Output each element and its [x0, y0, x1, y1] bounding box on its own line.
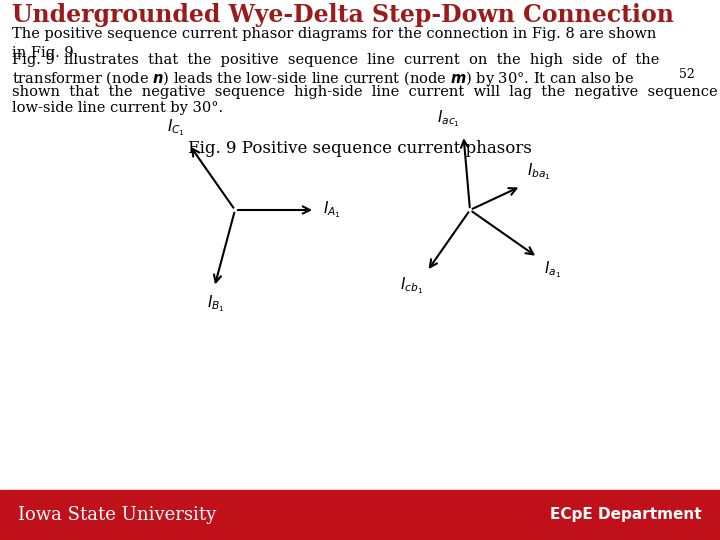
Text: Fig. 9 Positive sequence current phasors: Fig. 9 Positive sequence current phasors	[188, 140, 532, 157]
Text: Undergrounded Wye-Delta Step-Down Connection: Undergrounded Wye-Delta Step-Down Connec…	[12, 3, 674, 27]
Bar	[0, 490, 720, 540]
Text: 52: 52	[679, 68, 695, 81]
Text: $I_{B_1}$: $I_{B_1}$	[207, 293, 225, 314]
Text: low-side line current by 30°.: low-side line current by 30°.	[12, 101, 223, 115]
Text: Fig. 9  illustrates  that  the  positive  sequence  line  current  on  the  high: Fig. 9 illustrates that the positive seq…	[12, 53, 660, 67]
Text: Iowa State University: Iowa State University	[18, 506, 216, 524]
Text: shown  that  the  negative  sequence  high-side  line  current  will  lag  the  : shown that the negative sequence high-si…	[12, 85, 718, 99]
Text: $I_{A_1}$: $I_{A_1}$	[323, 200, 341, 220]
Text: The positive sequence current phasor diagrams for the connection in Fig. 8 are s: The positive sequence current phasor dia…	[12, 27, 657, 60]
Text: $I_{C_1}$: $I_{C_1}$	[167, 118, 185, 138]
Text: $I_{a_1}$: $I_{a_1}$	[544, 259, 561, 280]
Text: ECpE Department: ECpE Department	[550, 508, 702, 523]
Text: $I_{ba_1}$: $I_{ba_1}$	[527, 161, 551, 182]
Text: $I_{cb_1}$: $I_{cb_1}$	[400, 275, 423, 296]
Text: transformer (node $\boldsymbol{n}$) leads the low-side line current (node $\bold: transformer (node $\boldsymbol{n}$) lead…	[12, 69, 634, 88]
Text: $I_{ac_1}$: $I_{ac_1}$	[436, 109, 459, 129]
